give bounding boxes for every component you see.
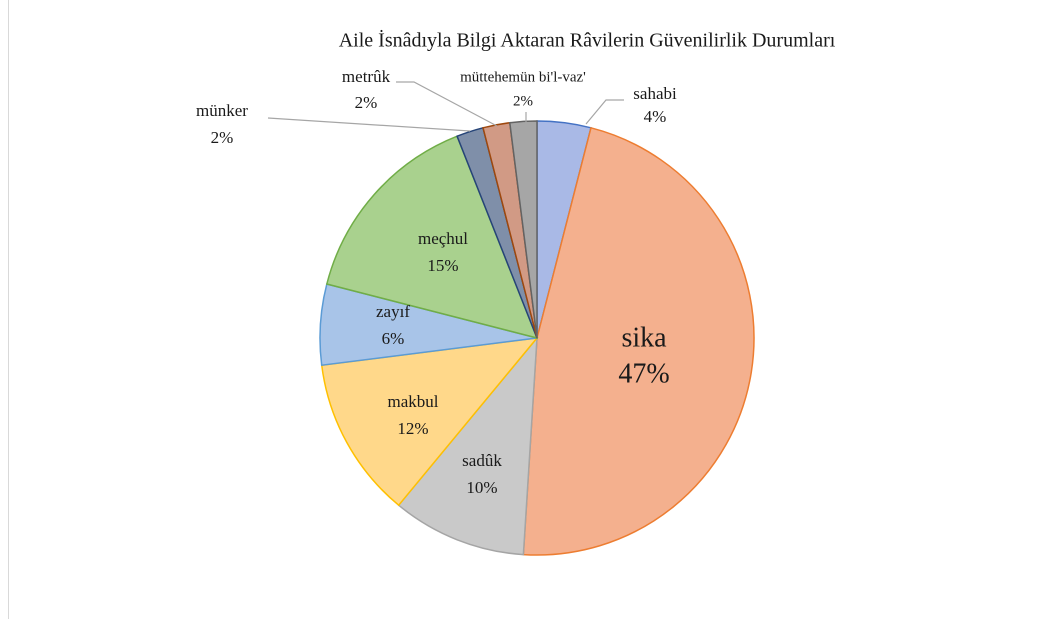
slice-label: meçhul	[418, 229, 468, 248]
slice-label: sahabi	[633, 84, 677, 103]
slice-value-label: 4%	[644, 107, 667, 126]
slice-label: sika	[621, 322, 667, 353]
slice-label: metrûk	[342, 67, 391, 86]
slice-value-label: 2%	[211, 128, 234, 147]
chart-title: Aile İsnâdıyla Bilgi Aktaran Râvilerin G…	[339, 29, 836, 52]
slice-value-label: 2%	[513, 93, 533, 109]
slice-label: müttehemün bi'l-vaz'	[460, 69, 586, 85]
slice-label: zayıf	[376, 302, 410, 321]
slice-value-label: 6%	[382, 329, 405, 348]
slice-value-label: 2%	[355, 93, 378, 112]
slice-value-label: 10%	[466, 478, 497, 497]
slice-label: münker	[196, 101, 248, 120]
slice-label: makbul	[388, 392, 439, 411]
slice-value-label: 12%	[397, 419, 428, 438]
slice-label: sadûk	[462, 451, 502, 470]
slice-value-label: 15%	[427, 256, 458, 275]
slice-value-label: 47%	[618, 358, 669, 389]
